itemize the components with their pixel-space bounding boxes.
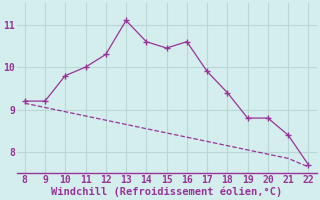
X-axis label: Windchill (Refroidissement éolien,°C): Windchill (Refroidissement éolien,°C) — [51, 186, 282, 197]
